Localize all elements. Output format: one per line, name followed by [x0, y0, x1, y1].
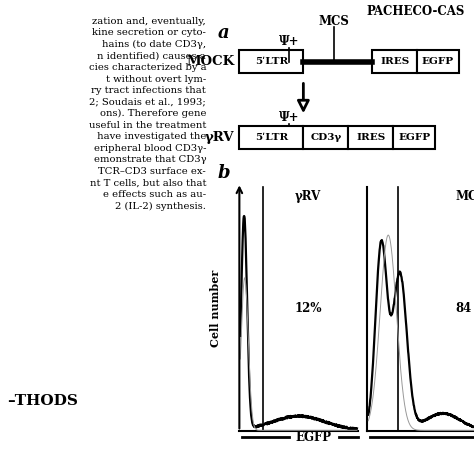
Text: nt T cells, but also that: nt T cells, but also that: [90, 179, 206, 188]
Text: Ψ+: Ψ+: [279, 111, 300, 124]
Bar: [239, 126, 303, 149]
Text: ry tract infections that: ry tract infections that: [91, 86, 206, 95]
Text: –THODS: –THODS: [7, 393, 78, 408]
Text: emonstrate that CD3γ: emonstrate that CD3γ: [93, 155, 206, 164]
Text: a: a: [218, 24, 230, 42]
Text: 2; Soudais et al., 1993;: 2; Soudais et al., 1993;: [90, 98, 206, 107]
Text: PACHECO-CAS: PACHECO-CAS: [366, 5, 465, 18]
Text: EGFP: EGFP: [296, 430, 332, 444]
Bar: [303, 126, 348, 149]
Text: MOCK: MOCK: [186, 55, 235, 68]
Text: b: b: [218, 164, 231, 182]
Text: IRES: IRES: [380, 57, 409, 66]
Text: Ψ+: Ψ+: [279, 35, 300, 48]
Text: cies characterized by a: cies characterized by a: [89, 63, 206, 72]
Text: zation and, eventually,: zation and, eventually,: [92, 17, 206, 26]
Bar: [393, 126, 435, 149]
Text: γRV: γRV: [295, 190, 321, 203]
Text: IRES: IRES: [356, 133, 385, 142]
Text: hains (to date CD3γ,: hains (to date CD3γ,: [102, 40, 206, 49]
Text: kine secretion or cyto-: kine secretion or cyto-: [92, 28, 206, 37]
Text: MCS: MCS: [319, 15, 350, 28]
Text: useful in the treatment: useful in the treatment: [89, 121, 206, 130]
Text: TCR–CD3 surface ex-: TCR–CD3 surface ex-: [99, 167, 206, 176]
Text: 2 (IL-2) synthesis.: 2 (IL-2) synthesis.: [115, 201, 206, 211]
Bar: [372, 50, 417, 73]
Text: 5ʹLTR: 5ʹLTR: [255, 133, 288, 142]
Text: 12%: 12%: [294, 301, 322, 315]
Text: CD3γ: CD3γ: [310, 133, 341, 142]
Text: e effects such as au-: e effects such as au-: [103, 190, 206, 199]
Text: EGFP: EGFP: [422, 57, 454, 66]
Text: ons). Therefore gene: ons). Therefore gene: [100, 109, 206, 118]
Text: eripheral blood CD3γ-: eripheral blood CD3γ-: [94, 144, 206, 153]
Bar: [348, 126, 393, 149]
Text: MC: MC: [455, 190, 474, 203]
Text: have investigated the: have investigated the: [94, 132, 206, 141]
Text: EGFP: EGFP: [398, 133, 430, 142]
Text: t without overt lym-: t without overt lym-: [106, 74, 206, 83]
Bar: [417, 50, 459, 73]
Text: 84: 84: [455, 301, 471, 315]
Text: Cell number: Cell number: [210, 270, 221, 346]
Text: n identified) causes a: n identified) causes a: [98, 52, 206, 61]
Text: γRV: γRV: [205, 131, 235, 144]
Bar: [239, 50, 303, 73]
Text: 5ʹLTR: 5ʹLTR: [255, 57, 288, 66]
